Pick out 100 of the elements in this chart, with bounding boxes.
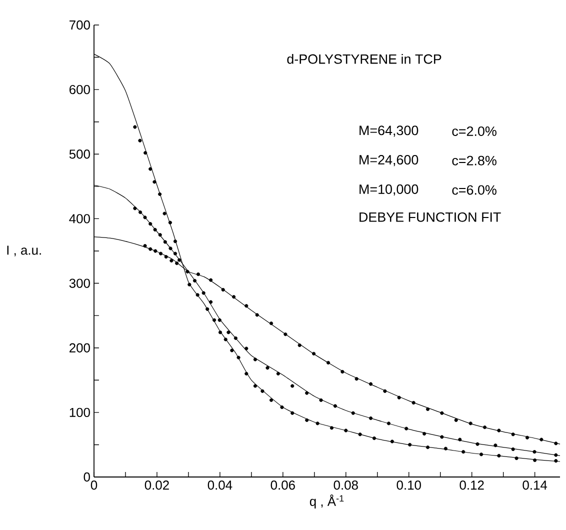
point xyxy=(340,370,344,374)
point xyxy=(494,444,498,448)
point xyxy=(462,450,466,454)
point xyxy=(253,358,258,362)
point xyxy=(175,261,179,266)
point xyxy=(253,384,258,388)
point xyxy=(525,436,530,440)
y-tick-label: 700 xyxy=(70,20,90,30)
point xyxy=(164,255,168,259)
point xyxy=(511,447,515,452)
point xyxy=(244,372,248,376)
point xyxy=(163,240,167,244)
point xyxy=(236,356,240,360)
y-tick-label: 0 xyxy=(84,472,90,482)
point xyxy=(290,411,294,415)
x-tick-label: 0.06 xyxy=(270,480,295,490)
point xyxy=(312,352,316,356)
point xyxy=(368,416,373,420)
point xyxy=(422,432,426,436)
point xyxy=(158,252,163,256)
point xyxy=(397,396,401,400)
point xyxy=(153,228,157,232)
point xyxy=(212,318,216,322)
point xyxy=(244,346,248,350)
x-tick-label: 0.02 xyxy=(144,480,169,490)
point xyxy=(152,180,156,184)
point xyxy=(144,151,148,155)
text: d-POLYSTYRENE in TCP xyxy=(287,54,442,64)
point xyxy=(354,377,358,381)
point xyxy=(316,422,320,426)
point xyxy=(333,404,337,408)
point xyxy=(232,295,236,299)
annotation: DEBYE FUNCTION FIT xyxy=(360,212,501,222)
annotation: c=2.0% xyxy=(452,126,496,136)
annotation: M=10,000 xyxy=(360,184,418,196)
point xyxy=(412,400,416,405)
point xyxy=(269,322,274,326)
x-tick-label: 0.14 xyxy=(522,480,548,490)
point xyxy=(351,411,355,415)
y-tick-label: 300 xyxy=(69,278,90,288)
annotation: M=24,600 xyxy=(360,155,418,166)
point xyxy=(276,372,280,376)
point xyxy=(426,407,430,411)
point xyxy=(244,304,248,308)
x-axis-title: q , Å$^{-1}$ xyxy=(310,494,344,509)
point xyxy=(192,278,197,282)
point xyxy=(168,246,172,250)
point xyxy=(532,450,536,454)
point xyxy=(305,418,309,422)
point xyxy=(178,258,182,262)
point xyxy=(372,436,376,440)
point xyxy=(158,192,162,196)
point xyxy=(206,307,210,311)
point xyxy=(218,330,222,334)
x-tick-label: 0.12 xyxy=(460,480,484,490)
point xyxy=(540,438,544,442)
x-tick-label: 0 xyxy=(90,480,98,490)
annotation: c=6.0% xyxy=(452,185,496,195)
point xyxy=(158,233,162,237)
point xyxy=(173,240,178,244)
point xyxy=(554,459,558,463)
point xyxy=(440,435,444,439)
point xyxy=(358,432,362,436)
point xyxy=(173,252,178,256)
point xyxy=(426,446,430,450)
point xyxy=(133,206,137,210)
x-tick-label: 0.04 xyxy=(208,480,232,490)
point xyxy=(230,348,234,352)
point xyxy=(383,389,387,393)
point xyxy=(143,216,147,220)
point xyxy=(148,247,152,251)
point xyxy=(344,428,348,432)
point xyxy=(319,398,323,402)
point xyxy=(138,138,142,142)
point xyxy=(209,278,213,282)
point xyxy=(454,418,458,422)
y-tick-label: 200 xyxy=(70,343,90,352)
point xyxy=(408,442,412,447)
point xyxy=(440,411,444,415)
point xyxy=(224,338,228,342)
point xyxy=(514,456,518,460)
point xyxy=(479,452,484,456)
point xyxy=(476,442,480,446)
point xyxy=(390,440,394,444)
point xyxy=(284,332,288,336)
point xyxy=(511,432,515,436)
point xyxy=(196,272,200,276)
point xyxy=(255,313,259,317)
point xyxy=(234,336,238,340)
point xyxy=(305,391,309,395)
point xyxy=(444,446,448,450)
point xyxy=(148,222,152,226)
point xyxy=(266,366,270,370)
point xyxy=(330,426,334,430)
point xyxy=(482,425,487,430)
point xyxy=(326,360,330,364)
y-tick-label: 400 xyxy=(69,214,90,224)
point xyxy=(290,384,294,388)
point xyxy=(218,318,222,322)
point xyxy=(497,428,501,432)
